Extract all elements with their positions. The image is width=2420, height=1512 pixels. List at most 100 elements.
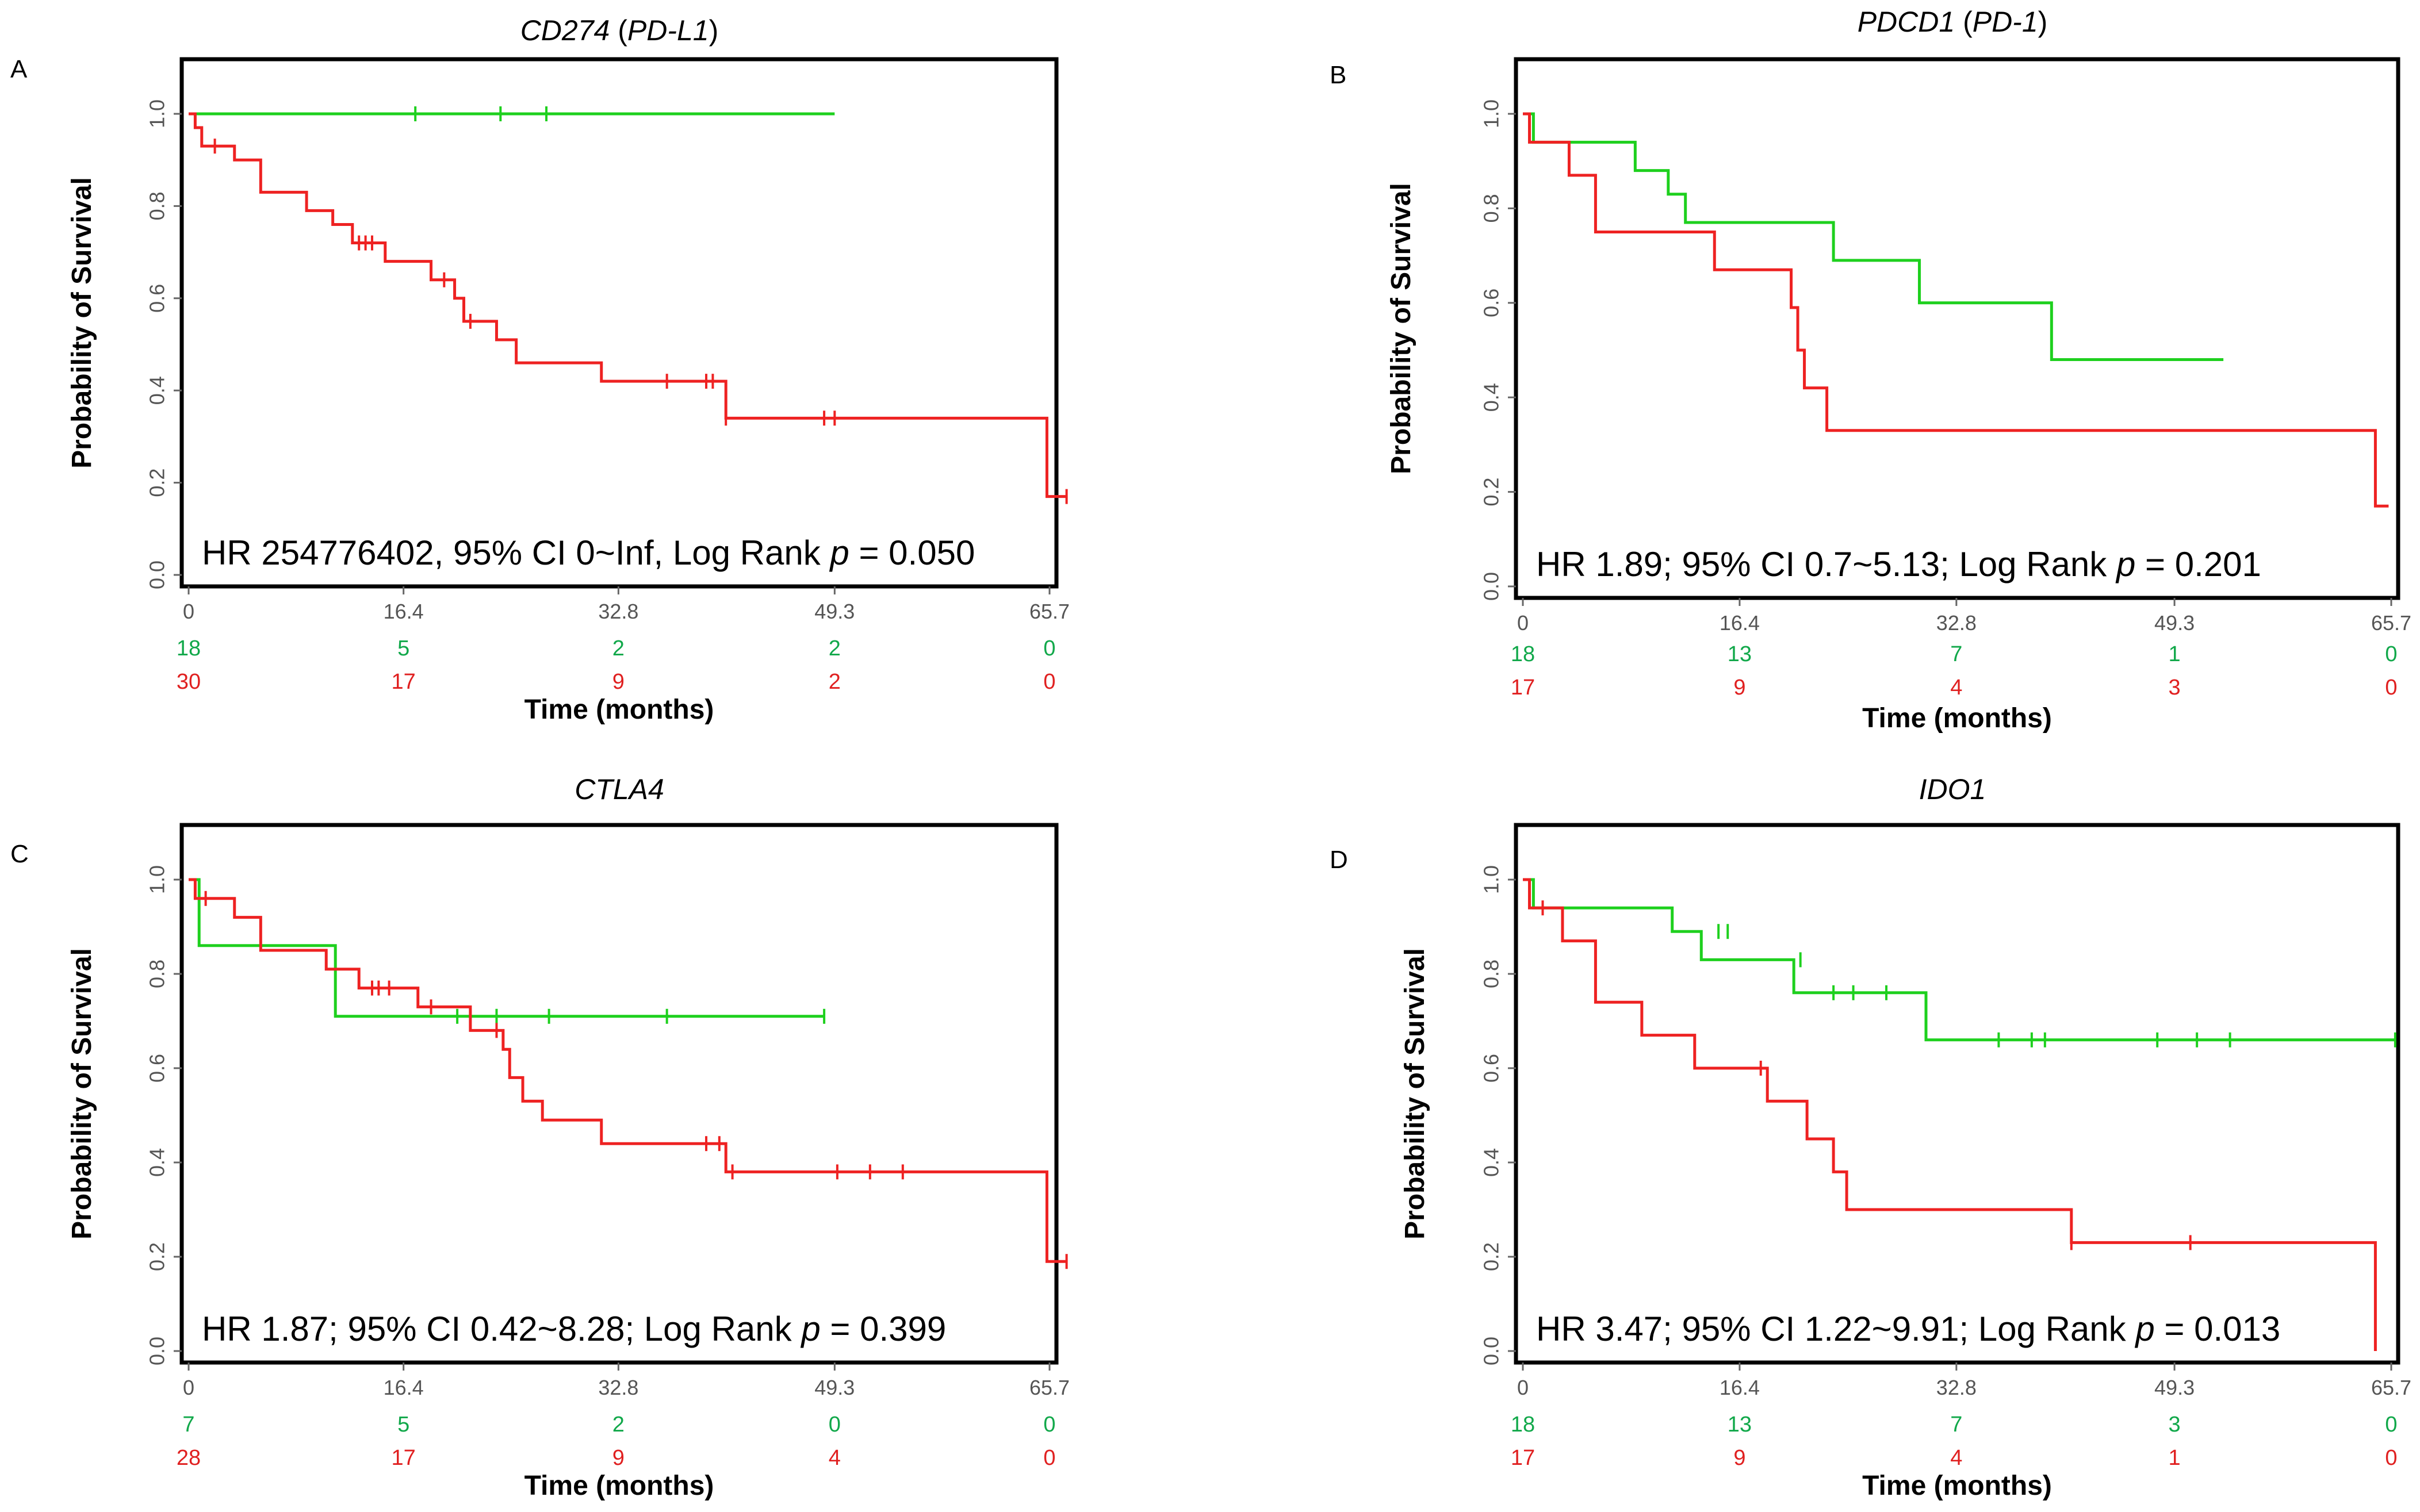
risk-count-green: 13 bbox=[1728, 642, 1752, 666]
chart-title: CD274 (PD-L1) bbox=[520, 14, 719, 47]
risk-count-red: 2 bbox=[829, 670, 841, 694]
km-panel-b: B PDCD1 (PD-1) 0.0 0.2 0.4 0.6 0.8 1.0 0 16.4 32.8… bbox=[1330, 6, 2411, 734]
stats-text: = 0.399 bbox=[821, 1310, 947, 1348]
risk-count-red: 3 bbox=[2169, 676, 2181, 700]
risk-count-red: 0 bbox=[1043, 670, 1055, 694]
risk-count-green: 0 bbox=[829, 1413, 841, 1437]
risk-count-red: 1 bbox=[2169, 1446, 2181, 1470]
panel-letter: A bbox=[10, 55, 28, 83]
risk-count-green: 7 bbox=[1950, 642, 1962, 666]
y-axis-label: Probability of Survival bbox=[1400, 948, 1430, 1239]
panel-letter: C bbox=[10, 840, 29, 868]
risk-count-red: 0 bbox=[1043, 1446, 1055, 1470]
x-axis-label: Time (months) bbox=[1862, 1471, 2052, 1501]
chart-title: IDO1 bbox=[1919, 773, 1986, 805]
stats-annotation: HR 1.89; 95% CI 0.7~5.13; Log Rank p = 0… bbox=[1536, 545, 2261, 584]
stats-p-symbol: p bbox=[800, 1310, 820, 1348]
stats-p-symbol: p bbox=[829, 534, 849, 572]
risk-count-green: 5 bbox=[397, 636, 409, 661]
km-panel-a: A CD274 (PD-L1) 0.0 0.2 0.4 0.6 0.8 1.0 0 16.4 32.… bbox=[10, 14, 1070, 725]
x-tick-label: 65.7 bbox=[2371, 611, 2411, 635]
chart-title-part: CTLA4 bbox=[575, 773, 664, 805]
x-tick-label: 32.8 bbox=[598, 1376, 638, 1399]
km-panel-c: C CTLA4 0.0 0.2 0.4 0.6 0.8 1.0 0 16.4 32.8 49.3 65.… bbox=[10, 773, 1070, 1501]
x-tick-label: 32.8 bbox=[1936, 1376, 1977, 1399]
y-tick-label: 0.4 bbox=[145, 376, 169, 405]
stats-annotation: HR 1.87; 95% CI 0.42~8.28; Log Rank p = … bbox=[202, 1310, 946, 1348]
chart-title-part: PD-L1 bbox=[627, 14, 709, 47]
risk-count-green: 3 bbox=[2169, 1413, 2181, 1437]
y-tick-label: 0.8 bbox=[1480, 960, 1503, 988]
y-tick-label: 0.2 bbox=[145, 1242, 169, 1271]
km-curve-red bbox=[189, 878, 1067, 1263]
y-tick-label: 0.4 bbox=[1480, 1148, 1503, 1177]
panel-letter: B bbox=[1330, 61, 1346, 89]
x-tick-label: 16.4 bbox=[1720, 1376, 1760, 1399]
y-tick-label: 0.4 bbox=[1480, 383, 1503, 412]
km-curve-green bbox=[189, 878, 825, 1018]
chart-title-part: ) bbox=[2038, 6, 2048, 38]
stats-text: HR 1.87; 95% CI 0.42~8.28; Log Rank bbox=[202, 1310, 801, 1348]
risk-count-green: 7 bbox=[1950, 1413, 1962, 1437]
risk-count-green: 0 bbox=[1043, 1413, 1055, 1437]
risk-count-red: 17 bbox=[1511, 676, 1535, 700]
risk-count-red: 9 bbox=[1733, 1446, 1745, 1470]
stats-annotation: HR 3.47; 95% CI 1.22~9.91; Log Rank p = … bbox=[1536, 1310, 2280, 1348]
risk-count-green: 18 bbox=[177, 636, 201, 661]
plot-frame bbox=[1514, 57, 2400, 600]
risk-count-red: 4 bbox=[829, 1446, 841, 1470]
risk-count-red: 17 bbox=[392, 670, 416, 694]
stats-text: HR 254776402, 95% CI 0~Inf, Log Rank bbox=[202, 534, 830, 572]
risk-count-green: 18 bbox=[1511, 1413, 1535, 1437]
risk-count-red: 4 bbox=[1950, 676, 1962, 700]
y-tick-label: 0.0 bbox=[1480, 1337, 1503, 1365]
y-tick-label: 0.6 bbox=[1480, 1054, 1503, 1083]
chart-title-part: CD274 bbox=[520, 14, 610, 47]
x-tick-label: 16.4 bbox=[1720, 611, 1760, 635]
risk-count-red: 9 bbox=[612, 670, 625, 694]
risk-count-green: 2 bbox=[829, 636, 841, 661]
x-tick-label: 32.8 bbox=[598, 600, 638, 623]
x-tick-label: 16.4 bbox=[384, 1376, 424, 1399]
chart-title: CTLA4 bbox=[575, 773, 664, 805]
x-tick-label: 0 bbox=[183, 1376, 194, 1399]
y-tick-label: 0.0 bbox=[1480, 572, 1503, 601]
x-axis-label: Time (months) bbox=[1862, 703, 2052, 734]
y-tick-label: 0.0 bbox=[145, 561, 169, 589]
y-tick-label: 0.2 bbox=[1480, 478, 1503, 506]
plot-frame bbox=[179, 57, 1059, 589]
plot-frame bbox=[1514, 823, 2400, 1365]
chart-title: PDCD1 (PD-1) bbox=[1858, 6, 2048, 38]
x-tick-label: 0 bbox=[1517, 1376, 1529, 1399]
risk-count-green: 5 bbox=[397, 1413, 409, 1437]
chart-title-part: ( bbox=[1955, 6, 1973, 38]
x-tick-label: 49.3 bbox=[814, 1376, 855, 1399]
y-tick-label: 1.0 bbox=[145, 99, 169, 128]
km-curve-green bbox=[1523, 112, 2224, 361]
risk-count-red: 0 bbox=[2385, 676, 2397, 700]
chart-title-part: ( bbox=[610, 14, 627, 47]
km-curve-red bbox=[189, 112, 1067, 498]
stats-text: = 0.013 bbox=[2155, 1310, 2281, 1348]
risk-count-green: 2 bbox=[612, 636, 625, 661]
km-curve-red bbox=[1523, 112, 2389, 508]
x-tick-label: 65.7 bbox=[1029, 1376, 1070, 1399]
y-tick-label: 0.2 bbox=[145, 469, 169, 497]
risk-count-red: 17 bbox=[1511, 1446, 1535, 1470]
risk-count-green: 13 bbox=[1728, 1413, 1752, 1437]
y-tick-label: 0.8 bbox=[1480, 194, 1503, 222]
y-tick-label: 1.0 bbox=[145, 865, 169, 894]
y-axis-label: Probability of Survival bbox=[67, 177, 97, 469]
km-panel-d: D IDO1 0.0 0.2 0.4 0.6 0.8 1.0 0 16.4 32.8 49.3 65.7… bbox=[1330, 773, 2411, 1501]
risk-count-green: 18 bbox=[1511, 642, 1535, 666]
risk-count-red: 4 bbox=[1950, 1446, 1962, 1470]
stats-text: HR 3.47; 95% CI 1.22~9.91; Log Rank bbox=[1536, 1310, 2135, 1348]
y-axis-label: Probability of Survival bbox=[67, 948, 97, 1239]
risk-count-green: 0 bbox=[2385, 1413, 2397, 1437]
x-tick-label: 0 bbox=[1517, 611, 1529, 635]
risk-count-red: 9 bbox=[612, 1446, 625, 1470]
risk-count-red: 0 bbox=[2385, 1446, 2397, 1470]
y-tick-label: 0.6 bbox=[145, 1054, 169, 1083]
y-tick-label: 0.2 bbox=[1480, 1242, 1503, 1271]
